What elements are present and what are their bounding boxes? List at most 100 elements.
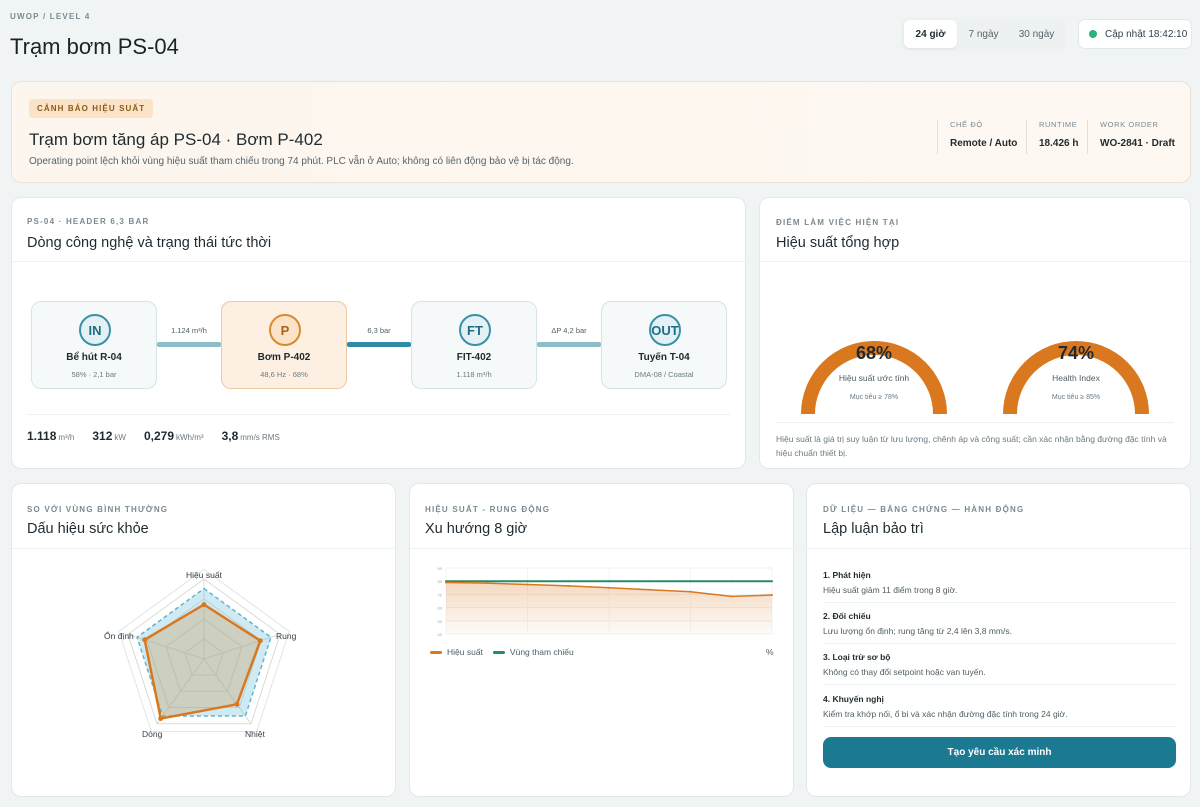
radar-spoke <box>127 633 205 660</box>
efficiency-area <box>446 582 772 634</box>
create-verification-request-button[interactable]: Tạo yêu cầu xác minh <box>823 737 1176 768</box>
reference-point <box>485 580 488 583</box>
legend-item: Hiệu suất <box>430 647 483 657</box>
trend-card: HIỆU SUẤT - RUNG ĐỘNG Xu hướng 8 giờ 40 5… <box>409 483 794 797</box>
radar-current-area <box>143 603 262 720</box>
y-tick-label: 80 <box>438 579 443 584</box>
node-name: Bể hút R-04 <box>66 352 122 363</box>
node-pump[interactable]: P Bơm P-402 48,6 Hz · 68% <box>221 301 347 389</box>
gauge-target: Mục tiêu ≥ 85% <box>1051 394 1101 401</box>
radar-spoke <box>203 658 252 725</box>
gauge-arc-efficiency <box>801 341 947 415</box>
node-name: Bơm P-402 <box>257 352 311 363</box>
process-flow-card: PS-04 · HEADER 6,3 BAR Dòng công nghệ và… <box>11 197 746 469</box>
y-tick-label: 50 <box>438 619 443 624</box>
efficiency-point <box>445 581 447 584</box>
card-title: Dòng công nghệ và trạng thái tức thời <box>27 235 272 251</box>
radar-point <box>201 602 207 608</box>
reference-point <box>689 580 692 583</box>
radar-spoke <box>156 658 205 725</box>
step-recommend: 4. Khuyến nghị Kiểm tra khớp nối, ổ bi v… <box>823 694 1176 719</box>
radar-grid-ring <box>165 618 243 692</box>
link-label: 6,3 bar <box>367 326 391 335</box>
update-status: Cập nhật 18:42:10 <box>1078 19 1192 49</box>
radar-label: Hiệu suất <box>186 570 222 580</box>
node-sub: 1.118 m³/h <box>456 370 492 379</box>
meta-label: RUNTIME <box>1039 120 1078 129</box>
meta-label: WORK ORDER <box>1100 120 1159 129</box>
gauge-label: Health Index <box>1052 373 1100 383</box>
card-eyebrow: ĐIỂM LÀM VIỆC HIỆN TẠI <box>776 218 900 227</box>
meta-runtime: RUNTIME 18.426 h <box>1026 120 1078 154</box>
efficiency-point <box>771 594 773 597</box>
arrow-right-icon: › <box>218 339 222 350</box>
meta-value: WO-2841 · Draft <box>1100 138 1176 149</box>
efficiency-point <box>730 595 733 598</box>
kpi-power: 312 kW <box>92 429 126 443</box>
unit-label: % <box>766 647 774 657</box>
card-eyebrow: HIỆU SUẤT - RUNG ĐỘNG <box>425 505 551 514</box>
radar-point <box>158 716 164 722</box>
radar-grid-ring <box>184 638 224 676</box>
breadcrumb: UWOP / LEVEL 4 <box>10 12 91 21</box>
step-title: 1. Phát hiện <box>823 570 871 580</box>
kpi-row: 1.118 m³/h 312 kW 0,279 kWh/m³ 3,8 mm/s RMS <box>27 427 280 445</box>
link-label: 1.124 m³/h <box>171 326 207 335</box>
radar-label: Dòng <box>142 729 163 739</box>
node-flow-meter[interactable]: FT FIT-402 1.118 m³/h <box>411 301 537 389</box>
efficiency-point <box>689 590 692 593</box>
reference-point <box>526 580 529 583</box>
tab-24h[interactable]: 24 giờ <box>904 20 957 48</box>
y-tick-label: 40 <box>438 632 443 637</box>
tab-30d[interactable]: 30 ngày <box>1018 28 1055 40</box>
y-tick-label: 90 <box>438 566 443 571</box>
meta-mode: CHẾ ĐỘ Remote / Auto <box>937 120 1017 154</box>
reference-point <box>567 580 570 583</box>
efficiency-note: Hiệu suất là giá trị suy luận từ lưu lượ… <box>776 434 1167 458</box>
card-title: Dấu hiệu sức khỏe <box>27 521 149 537</box>
step-compare: 2. Đối chiếu Lưu lượng ổn định; rung tăn… <box>823 611 1176 636</box>
node-sub: 48,6 Hz · 68% <box>260 370 308 379</box>
step-detect: 1. Phát hiện Hiệu suất giảm 11 điểm tron… <box>823 570 1176 595</box>
card-title: Hiệu suất tổng hợp <box>776 235 900 251</box>
meta-value: Remote / Auto <box>950 138 1018 149</box>
step-desc: Hiệu suất giảm 11 điểm trong 8 giờ. <box>823 585 958 595</box>
meta-label: CHẾ ĐỘ <box>950 120 983 129</box>
tab-7d[interactable]: 7 ngày <box>968 28 999 40</box>
card-title: Xu hướng 8 giờ <box>425 521 528 537</box>
radar-point <box>142 637 148 643</box>
radar-label: Ổn định <box>104 631 134 641</box>
reference-point <box>730 580 733 583</box>
step-title: 4. Khuyến nghị <box>823 694 884 704</box>
reference-point <box>771 580 773 583</box>
radar-point <box>257 638 263 644</box>
reference-point <box>608 580 610 583</box>
y-tick-label: 60 <box>438 606 443 611</box>
pipe-pump <box>347 342 411 347</box>
pipe-in <box>157 342 221 347</box>
inlet-icon: IN <box>79 314 111 346</box>
update-time: Cập nhật 18:42:10 <box>1105 28 1188 40</box>
health-radar-card: SO VỚI VÙNG BÌNH THƯỜNG Dấu hiệu sức khỏ… <box>11 483 396 797</box>
meta-value: 18.426 h <box>1039 138 1079 149</box>
efficiency-point <box>567 584 570 587</box>
gauges-svg <box>801 341 1149 415</box>
kpi-vibration: 3,8 mm/s RMS <box>221 429 280 443</box>
radar-chart <box>118 568 290 732</box>
alert-banner: CẢNH BÁO HIỆU SUẤT Trạm bơm tăng áp PS-0… <box>11 81 1191 183</box>
radar-grid-ring <box>127 578 281 725</box>
chart-legend: Hiệu suất Vùng tham chiếu <box>430 647 574 657</box>
node-suction-tank[interactable]: IN Bể hút R-04 58% · 2,1 bar <box>31 301 157 389</box>
kpi-energy: 0,279 kWh/m³ <box>143 429 204 443</box>
node-outlet[interactable]: OUT Tuyến T-04 DMA-08 / Coastal <box>601 301 727 389</box>
maintenance-reasoning-card: DỮ LIỆU — BẰNG CHỨNG — HÀNH ĐỘNG Lập luậ… <box>806 483 1191 797</box>
node-sub: DMA-08 / Coastal <box>634 370 694 379</box>
meta-work-order: WORK ORDER WO-2841 · Draft <box>1087 120 1175 154</box>
step-desc: Lưu lượng ổn định; rung tăng từ 2,4 lên … <box>823 626 1012 636</box>
node-name: Tuyến T-04 <box>638 352 690 363</box>
efficiency-point <box>608 586 610 589</box>
kpi-flow: 1.118 m³/h <box>27 429 75 443</box>
page-title: Trạm bơm PS-04 <box>10 34 179 59</box>
node-sub: 58% · 2,1 bar <box>71 370 117 379</box>
alert-description: Operating point lệch khỏi vùng hiệu suất… <box>29 156 574 167</box>
